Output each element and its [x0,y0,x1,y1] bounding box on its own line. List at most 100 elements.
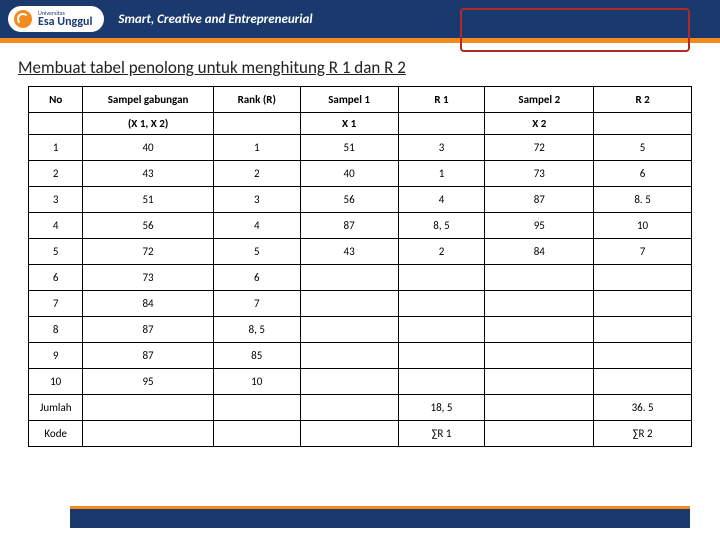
cell-s2 [485,343,594,369]
th-sub-s1: X 1 [300,113,398,135]
page-title: Membuat tabel penolong untuk menghitung … [18,57,702,78]
cell-s1: 40 [300,161,398,187]
cell-s2: 87 [485,187,594,213]
th-sub-r1 [398,113,485,135]
cell-s2 [485,291,594,317]
table-row: 109510 [29,369,692,395]
cell-r1: 1 [398,161,485,187]
cell-kode-r2: ∑R 2 [594,421,692,447]
cell-jumlah-r2: 36. 5 [594,395,692,421]
cell-r1: 3 [398,135,485,161]
cell-no: 3 [29,187,83,213]
cell-s1: 43 [300,239,398,265]
cell-s1: 56 [300,187,398,213]
cell-s1: 51 [300,135,398,161]
cell-r2 [594,291,692,317]
cell-no: 1 [29,135,83,161]
table-row: 98785 [29,343,692,369]
th-rank: Rank (R) [213,87,300,113]
cell-r2 [594,343,692,369]
th-r1: R 1 [398,87,485,113]
cell-no: 8 [29,317,83,343]
cell-sg: 95 [83,369,213,395]
cell-s2 [485,265,594,291]
table-row: 4564878, 59510 [29,213,692,239]
red-outline-box [460,8,690,52]
cell-sg: 51 [83,187,213,213]
tagline: Smart, Creative and Entrepreneurial [118,12,312,27]
cell-s1: 87 [300,213,398,239]
cell-s1 [300,265,398,291]
cell-r2: 6 [594,161,692,187]
table-wrap: No Sampel gabungan Rank (R) Sampel 1 R 1… [18,86,702,447]
row-jumlah: Jumlah 18, 5 36. 5 [29,395,692,421]
cell-no: 2 [29,161,83,187]
table-row: 2432401736 [29,161,692,187]
cell-r1: 8, 5 [398,213,485,239]
cell-no: 5 [29,239,83,265]
helper-table: No Sampel gabungan Rank (R) Sampel 1 R 1… [28,86,692,447]
cell-s2 [485,369,594,395]
cell-r2: 8. 5 [594,187,692,213]
cell-sg: 40 [83,135,213,161]
cell-sg: 87 [83,317,213,343]
cell-no: 9 [29,343,83,369]
cell-s2: 72 [485,135,594,161]
cell-kode-label: Kode [29,421,83,447]
cell-rank: 5 [213,239,300,265]
cell-sg: 72 [83,239,213,265]
th-sampel-gabungan: Sampel gabungan [83,87,213,113]
table-subheader-row: (X 1, X 2) X 1 X 2 [29,113,692,135]
cell-s1 [300,317,398,343]
logo-pill: Universitas Esa Unggul [8,6,104,32]
logo-name: Esa Unggul [38,16,92,28]
cell-sg: 56 [83,213,213,239]
table-row: 7847 [29,291,692,317]
cell-r1 [398,369,485,395]
cell-sg: 84 [83,291,213,317]
content-area: Membuat tabel penolong untuk menghitung … [0,43,720,447]
cell-rank: 7 [213,291,300,317]
cell-r1 [398,291,485,317]
cell-r2: 7 [594,239,692,265]
cell-rank: 10 [213,369,300,395]
cell-kode-r1: ∑R 1 [398,421,485,447]
table-row: 6736 [29,265,692,291]
cell-r1 [398,343,485,369]
cell-r1 [398,265,485,291]
table-row: 5725432847 [29,239,692,265]
cell-rank: 85 [213,343,300,369]
cell-rank: 3 [213,187,300,213]
footer-bar [70,506,690,528]
table-row: 1401513725 [29,135,692,161]
cell-rank: 2 [213,161,300,187]
cell-r1: 4 [398,187,485,213]
cell-s1 [300,369,398,395]
cell-r2: 5 [594,135,692,161]
table-row: 8878, 5 [29,317,692,343]
row-kode: Kode ∑R 1 ∑R 2 [29,421,692,447]
cell-r2: 10 [594,213,692,239]
cell-r2 [594,265,692,291]
table-body: 140151372524324017363513564878. 54564878… [29,135,692,447]
th-sub-no [29,113,83,135]
cell-s2 [485,317,594,343]
th-sub-sg: (X 1, X 2) [83,113,213,135]
cell-jumlah-label: Jumlah [29,395,83,421]
th-sub-s2: X 2 [485,113,594,135]
cell-s1 [300,343,398,369]
th-no: No [29,87,83,113]
cell-r2 [594,317,692,343]
cell-r1 [398,317,485,343]
cell-s2: 95 [485,213,594,239]
cell-jumlah-r1: 18, 5 [398,395,485,421]
cell-s2: 73 [485,161,594,187]
cell-no: 7 [29,291,83,317]
cell-no: 6 [29,265,83,291]
cell-rank: 1 [213,135,300,161]
cell-sg: 43 [83,161,213,187]
cell-rank: 6 [213,265,300,291]
table-row: 3513564878. 5 [29,187,692,213]
th-sampel2: Sampel 2 [485,87,594,113]
table-header-row: No Sampel gabungan Rank (R) Sampel 1 R 1… [29,87,692,113]
